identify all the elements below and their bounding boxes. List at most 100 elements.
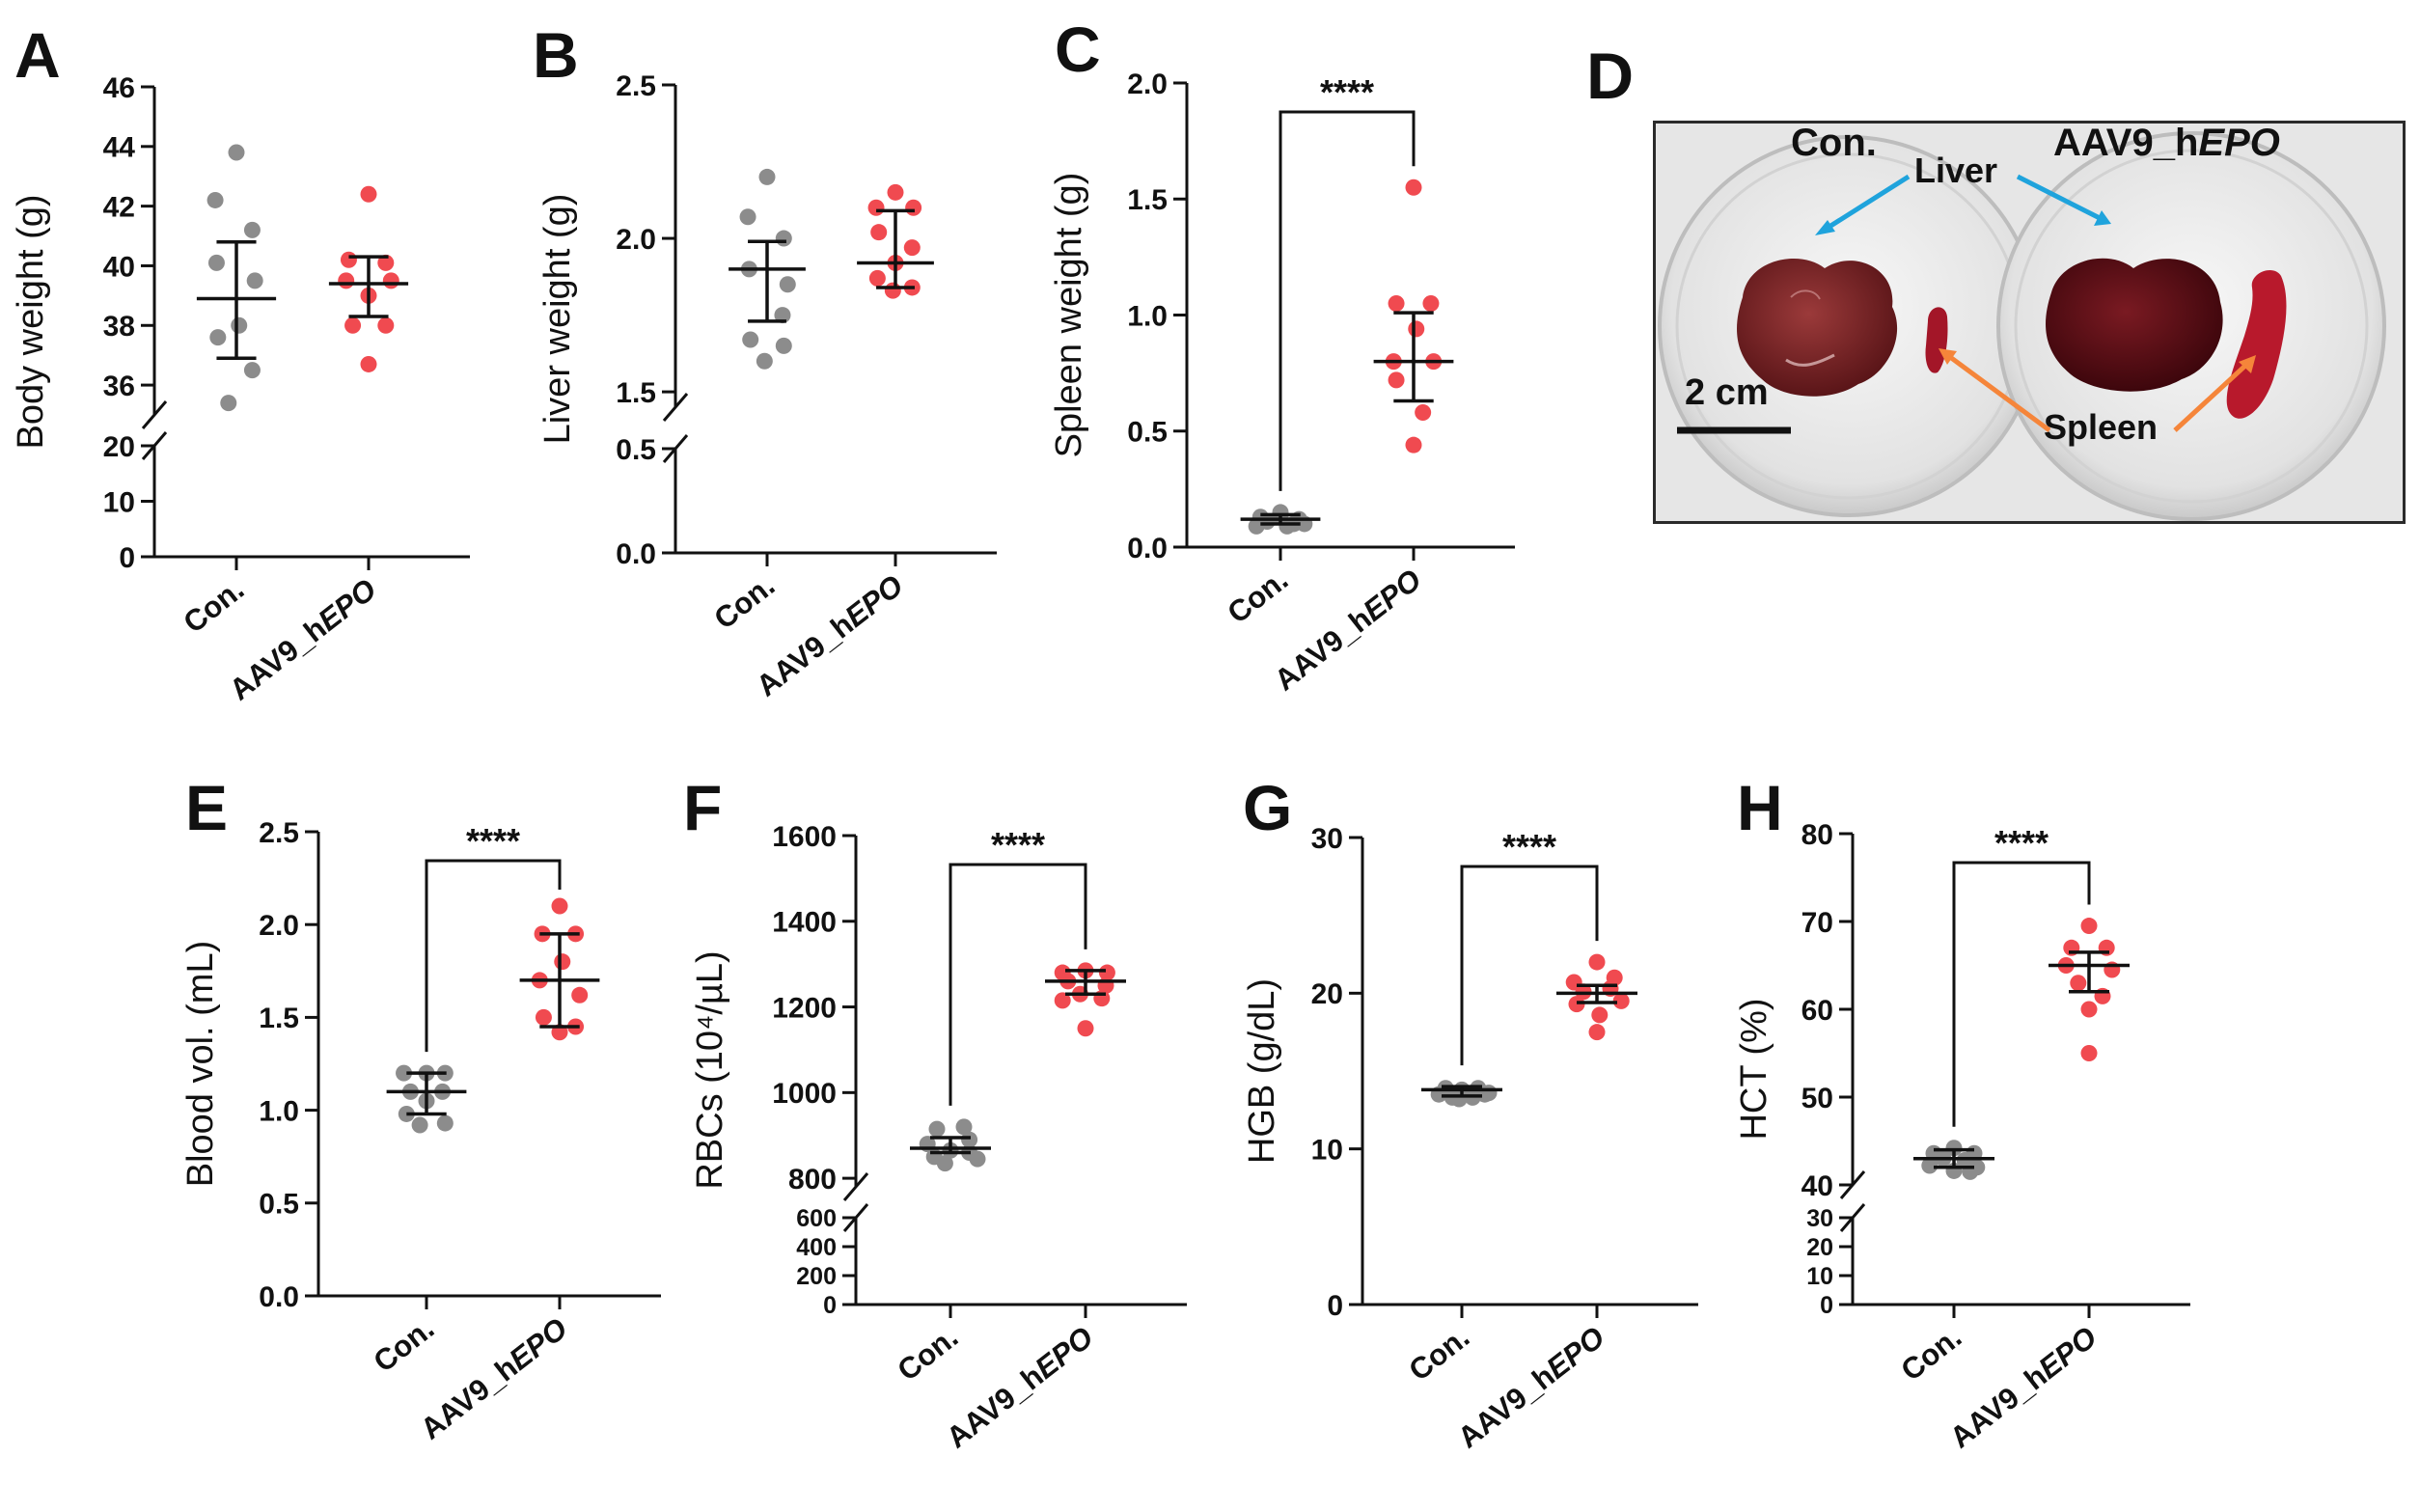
y-tick-label-e: 2.5 [259,817,299,849]
data-point-c-aav [1408,320,1425,338]
data-point-g-aav [1588,1024,1606,1041]
significance-label-c: **** [1320,72,1374,112]
data-point-a-aav [377,316,395,334]
data-point-h-aav [2080,1045,2098,1061]
data-point-a-aav [377,254,395,271]
data-point-e-aav [551,897,568,915]
y-tick-label-f: 1400 [772,907,837,939]
x-category-label-e: AAV9_hEPO [414,1311,573,1446]
y-axis-label-f: RBCs (10⁴/µL) [690,950,730,1189]
data-point-b-con [775,230,792,247]
data-point-b-con [756,352,773,370]
y-axis-label-c: Spleen weight (g) [1049,173,1089,458]
panel-letter-h: H [1737,772,1783,843]
y-axis-label-e: Blood vol. (mL) [180,941,221,1188]
y-tick-label-h: 20 [1806,1234,1833,1261]
data-point-e-aav [554,953,571,971]
spleen-arrow-treatment [2173,363,2248,432]
significance-bracket-h [1952,861,2091,1127]
spleen-treatment [2226,269,2287,419]
data-point-h-con [1921,1157,1939,1174]
y-axis-label-h: HCT (%) [1734,998,1774,1140]
x-category-label-h: AAV9_hEPO [1943,1320,2103,1455]
data-point-a-con [209,329,227,346]
panel-letter-e: E [185,772,228,843]
y-tick-label-f: 1000 [772,1078,837,1110]
y-tick-label-h: 30 [1806,1205,1833,1232]
data-point-c-aav [1388,371,1405,389]
panel-letter-a: A [14,19,61,91]
data-point-f-con [961,1131,978,1148]
x-category-label-g: AAV9_hEPO [1451,1320,1610,1455]
data-point-b-con [775,337,792,354]
data-point-e-con [396,1064,413,1082]
data-point-a-con [246,272,263,289]
x-category-label-f: Con. [891,1320,964,1388]
photo-label-con: Con. [1791,122,1877,164]
y-tick-label-f: 1200 [772,992,837,1024]
data-point-a-con [243,362,261,379]
organ-photo-panel: Con. AAV9_hEPO Liver Spleen 2 cm [1653,121,2406,524]
y-tick-label-a: 0 [119,542,135,574]
x-category-label-e: Con. [367,1311,440,1379]
data-point-a-con [220,395,237,412]
y-tick-label-a: 42 [103,191,135,223]
data-point-h-con [1945,1140,1963,1157]
data-point-b-con [774,307,791,324]
y-tick-label-h: 0 [1820,1292,1833,1319]
x-category-label-b: Con. [707,568,781,636]
data-point-g-con [1480,1085,1498,1102]
y-tick-label-e: 0.5 [259,1189,299,1221]
data-point-c-aav [1405,179,1422,196]
panel-letter-b: B [533,19,579,91]
axis-break-mark-b [662,393,689,422]
liver-arrow-control [1823,174,1911,233]
y-tick-label-h: 50 [1801,1083,1833,1114]
y-tick-label-c: 1.0 [1127,300,1168,332]
scale-bar-label: 2 cm [1685,372,1769,413]
data-point-g-con [1450,1090,1468,1108]
data-point-e-aav [571,986,589,1003]
y-tick-label-h: 60 [1801,995,1833,1027]
data-point-b-aav [903,239,921,257]
panel-letter-g: G [1243,772,1292,843]
y-tick-label-f: 200 [796,1263,837,1290]
data-point-f-con [955,1118,973,1136]
y-tick-label-a: 40 [103,251,135,283]
liver-control [1737,259,1898,397]
y-tick-label-b: 1.5 [616,377,656,409]
organ-photo [1656,124,2403,521]
x-category-label-f: AAV9_hEPO [940,1320,1099,1455]
data-point-a-aav [360,185,377,203]
y-tick-label-a: 46 [103,72,135,104]
x-category-label-a: AAV9_hEPO [223,572,382,707]
data-point-f-aav [1054,992,1071,1009]
data-point-h-aav [2080,918,2098,935]
data-point-g-aav [1612,992,1630,1009]
y-tick-label-b: 0.0 [616,538,656,570]
x-category-label-c: AAV9_hEPO [1268,563,1427,698]
data-point-h-aav [2080,1001,2098,1018]
data-point-a-con [231,316,248,334]
data-point-b-con [742,331,759,348]
y-tick-label-b: 2.0 [616,224,656,256]
data-point-c-aav [1415,404,1432,422]
significance-label-f: **** [991,825,1045,865]
panel-letter-d: D [1586,40,1635,113]
x-category-label-c: Con. [1221,563,1294,630]
significance-bracket-c [1279,110,1416,491]
data-point-e-con [411,1116,428,1134]
data-point-f-con [928,1120,946,1138]
data-point-g-aav [1591,1006,1609,1024]
data-point-c-aav [1388,294,1405,312]
y-tick-label-c: 2.0 [1127,69,1168,100]
data-point-b-con [739,208,756,226]
data-point-a-aav [340,251,357,268]
y-tick-label-a: 38 [103,311,135,343]
data-point-f-aav [1098,964,1115,981]
y-tick-label-b: 0.5 [616,434,656,466]
data-point-c-aav [1405,436,1422,454]
y-tick-label-a: 20 [103,431,135,463]
